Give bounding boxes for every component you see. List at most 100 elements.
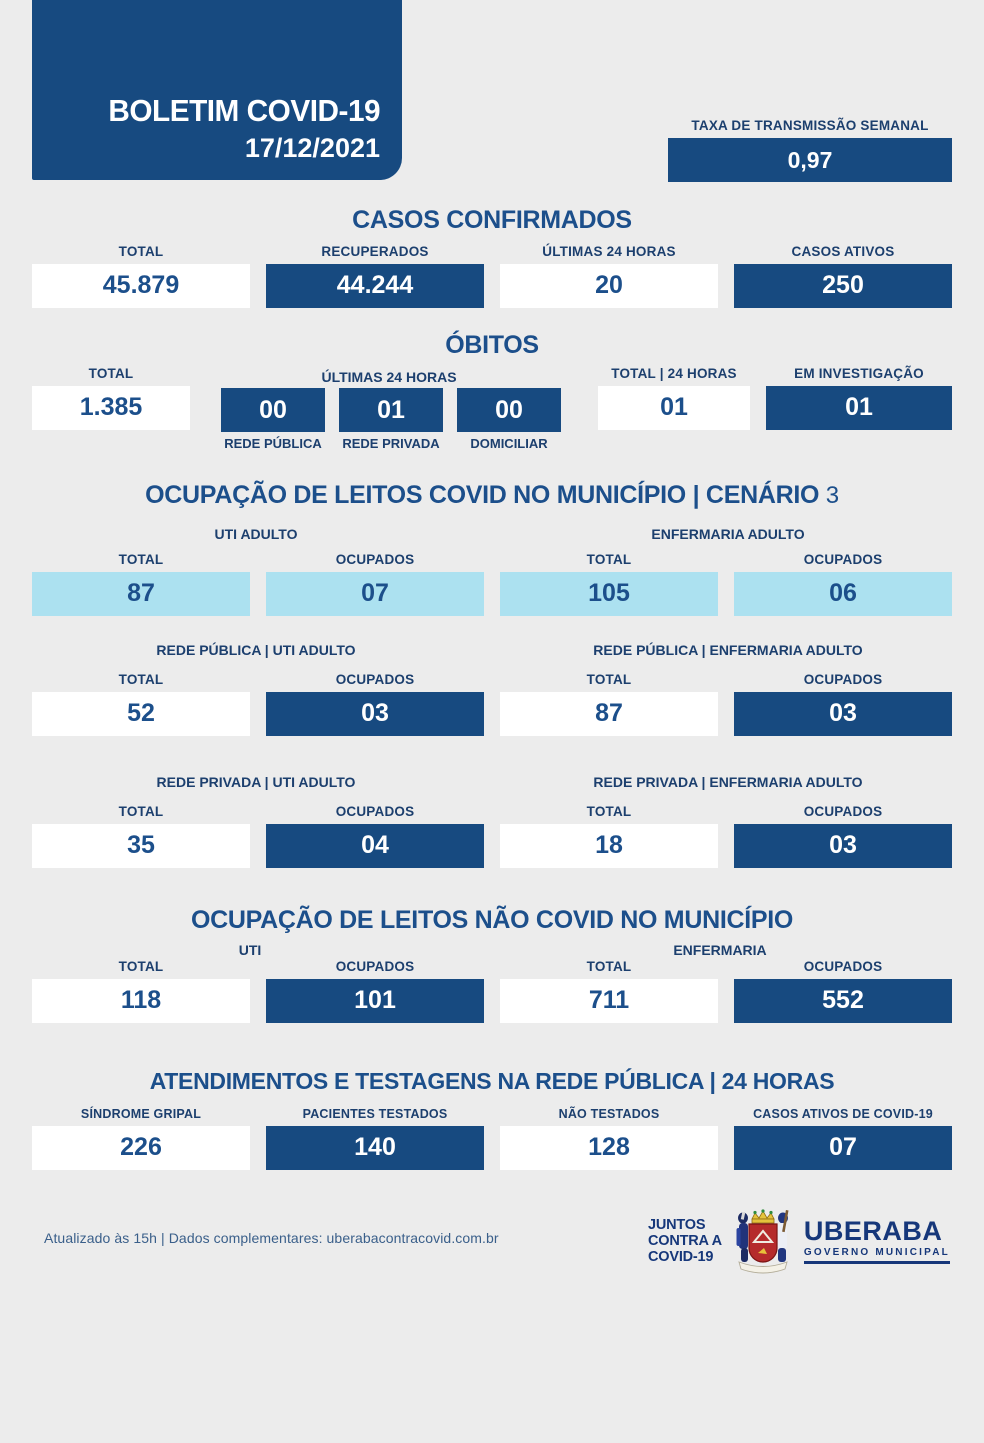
section-title-non-covid-beds: OCUPAÇÃO DE LEITOS NÃO COVID NO MUNICÍPI… bbox=[190, 906, 794, 934]
stat-label: OCUPADOS bbox=[803, 672, 883, 687]
non-covid-group-enfermaria: ENFERMARIA bbox=[673, 942, 767, 958]
stat-value: 18 bbox=[500, 823, 718, 868]
deaths-total24-label: TOTAL | 24 HORAS bbox=[611, 366, 737, 381]
deaths-total24-value: 01 bbox=[598, 385, 750, 430]
deaths-mini-label: REDE PRIVADA bbox=[342, 436, 440, 451]
stat-cell: OCUPADOS 03 bbox=[266, 673, 484, 736]
deaths-investigation-label: EM INVESTIGAÇÃO bbox=[794, 366, 924, 381]
header-card: BOLETIM COVID-19 17/12/2021 bbox=[32, 0, 402, 180]
confirmed-cases-row: TOTAL 45.879 RECUPERADOS 44.244 ÚLTIMAS … bbox=[32, 245, 952, 308]
page-title: BOLETIM COVID-19 bbox=[108, 93, 380, 128]
section-title-confirmed-cases: CASOS CONFIRMADOS bbox=[352, 206, 632, 234]
stat-label: PACIENTES TESTADOS bbox=[302, 1107, 448, 1121]
stat-cell: OCUPADOS 07 bbox=[266, 553, 484, 616]
deaths-last24-group-label: ÚLTIMAS 24 HORAS bbox=[321, 369, 457, 385]
uberaba-rule bbox=[803, 1261, 950, 1264]
stat-label: CASOS ATIVOS DE COVID-19 bbox=[753, 1107, 933, 1121]
stat-label: OCUPADOS bbox=[335, 804, 415, 819]
deaths-investigation-cell: EM INVESTIGAÇÃO 01 bbox=[766, 367, 952, 430]
campaign-line-1: JUNTOS bbox=[648, 1216, 706, 1233]
stat-value: 552 bbox=[734, 978, 952, 1023]
non-covid-group-uti: UTI bbox=[238, 942, 262, 958]
covid-beds-scenario-number: 3 bbox=[825, 482, 839, 509]
covid-beds-public-row: TOTAL 52 OCUPADOS 03 TOTAL 87 OCUPADOS 0… bbox=[32, 673, 952, 736]
stat-value: 101 bbox=[266, 978, 484, 1023]
uberaba-city-name: UBERABA bbox=[803, 1216, 943, 1246]
non-covid-beds-row: TOTAL 118 OCUPADOS 101 TOTAL 711 OCUPADO… bbox=[32, 960, 952, 1023]
uberaba-city-subtitle: GOVERNO MUNICIPAL bbox=[803, 1247, 950, 1258]
stat-value: 87 bbox=[32, 571, 250, 616]
stat-cell: CASOS ATIVOS 250 bbox=[734, 245, 952, 308]
deaths-mini-cell: 00 DOMICILIAR bbox=[457, 388, 561, 450]
section-title-deaths: ÓBITOS bbox=[445, 331, 539, 359]
campaign-line-2: CONTRA A bbox=[648, 1232, 722, 1249]
covid-beds-group-privada-uti: REDE PRIVADA | UTI ADULTO bbox=[156, 774, 356, 790]
covid-beds-group-publica-enfermaria: REDE PÚBLICA | ENFERMARIA ADULTO bbox=[593, 642, 863, 658]
footer-note: Atualizado às 15h | Dados complementares… bbox=[44, 1230, 499, 1246]
stat-cell: SÍNDROME GRIPAL 226 bbox=[32, 1108, 250, 1170]
stat-label: TOTAL bbox=[586, 672, 632, 687]
covid-beds-group-publica-uti: REDE PÚBLICA | UTI ADULTO bbox=[156, 642, 356, 658]
stat-label: ÚLTIMAS 24 HORAS bbox=[542, 244, 676, 259]
stat-value: 45.879 bbox=[32, 263, 250, 308]
stat-cell: OCUPADOS 03 bbox=[734, 673, 952, 736]
stat-label: RECUPERADOS bbox=[321, 244, 429, 259]
stat-value: 20 bbox=[500, 263, 718, 308]
stat-cell: TOTAL 52 bbox=[32, 673, 250, 736]
uberaba-wordmark: UBERABA GOVERNO MUNICIPAL bbox=[803, 1216, 950, 1264]
testing-row: SÍNDROME GRIPAL 226 PACIENTES TESTADOS 1… bbox=[32, 1108, 952, 1170]
section-title-testing: ATENDIMENTOS E TESTAGENS NA REDE PÚBLICA… bbox=[149, 1068, 835, 1094]
deaths-total-value: 1.385 bbox=[32, 385, 190, 430]
stat-label: NÃO TESTADOS bbox=[558, 1107, 660, 1121]
stat-value: 35 bbox=[32, 823, 250, 868]
stat-cell: OCUPADOS 552 bbox=[734, 960, 952, 1023]
stat-value: 118 bbox=[32, 978, 250, 1023]
footer-logos: JUNTOS CONTRA A COVID-19 bbox=[648, 1206, 950, 1276]
stat-label: OCUPADOS bbox=[335, 959, 415, 974]
deaths-mini-cell: 01 REDE PRIVADA bbox=[339, 388, 443, 450]
stat-value: 105 bbox=[500, 571, 718, 616]
stat-cell: TOTAL 35 bbox=[32, 805, 250, 868]
stat-cell: TOTAL 105 bbox=[500, 553, 718, 616]
covid-beds-private-row: TOTAL 35 OCUPADOS 04 TOTAL 18 OCUPADOS 0… bbox=[32, 805, 952, 868]
stat-value: 250 bbox=[734, 263, 952, 308]
stat-label: OCUPADOS bbox=[803, 804, 883, 819]
deaths-mini-value: 00 bbox=[221, 388, 325, 432]
stat-cell: TOTAL 18 bbox=[500, 805, 718, 868]
covid-beds-group-privada-enfermaria: REDE PRIVADA | ENFERMARIA ADULTO bbox=[593, 774, 863, 790]
covid-beds-municipal-row: TOTAL 87 OCUPADOS 07 TOTAL 105 OCUPADOS … bbox=[32, 553, 952, 616]
deaths-total24-cell: TOTAL | 24 HORAS 01 bbox=[598, 367, 750, 430]
stat-label: TOTAL bbox=[118, 804, 164, 819]
stat-label: TOTAL bbox=[118, 959, 164, 974]
stat-value: 52 bbox=[32, 691, 250, 736]
stat-value: 04 bbox=[266, 823, 484, 868]
deaths-total-cell: TOTAL 1.385 bbox=[32, 367, 190, 430]
covid-beds-title-text: OCUPAÇÃO DE LEITOS COVID NO MUNICÍPIO | … bbox=[145, 481, 820, 509]
stat-label: TOTAL bbox=[586, 959, 632, 974]
stat-value: 03 bbox=[734, 691, 952, 736]
transmission-rate-label: TAXA DE TRANSMISSÃO SEMANAL bbox=[691, 118, 929, 133]
section-title-covid-beds: OCUPAÇÃO DE LEITOS COVID NO MUNICÍPIO | … bbox=[0, 483, 984, 508]
campaign-logo: JUNTOS CONTRA A COVID-19 bbox=[648, 1217, 722, 1266]
stat-value: 07 bbox=[266, 571, 484, 616]
stat-cell: OCUPADOS 06 bbox=[734, 553, 952, 616]
stat-value: 03 bbox=[266, 691, 484, 736]
stat-value: 711 bbox=[500, 978, 718, 1023]
stat-value: 06 bbox=[734, 571, 952, 616]
stat-label: TOTAL bbox=[586, 804, 632, 819]
stat-value: 44.244 bbox=[266, 263, 484, 308]
stat-cell: RECUPERADOS 44.244 bbox=[266, 245, 484, 308]
transmission-rate-value: 0,97 bbox=[668, 138, 952, 182]
stat-cell: TOTAL 87 bbox=[32, 553, 250, 616]
covid-beds-group-enfermaria-adulto: ENFERMARIA ADULTO bbox=[651, 526, 805, 542]
stat-label: OCUPADOS bbox=[803, 959, 883, 974]
stat-cell: OCUPADOS 04 bbox=[266, 805, 484, 868]
stat-cell: NÃO TESTADOS 128 bbox=[500, 1108, 718, 1170]
stat-cell: TOTAL 87 bbox=[500, 673, 718, 736]
uberaba-coat-of-arms-icon bbox=[736, 1209, 789, 1274]
stat-label: SÍNDROME GRIPAL bbox=[80, 1107, 202, 1121]
deaths-mini-cell: 00 REDE PÚBLICA bbox=[221, 388, 325, 450]
stat-value: 07 bbox=[734, 1125, 952, 1170]
deaths-mini-value: 00 bbox=[457, 388, 561, 432]
